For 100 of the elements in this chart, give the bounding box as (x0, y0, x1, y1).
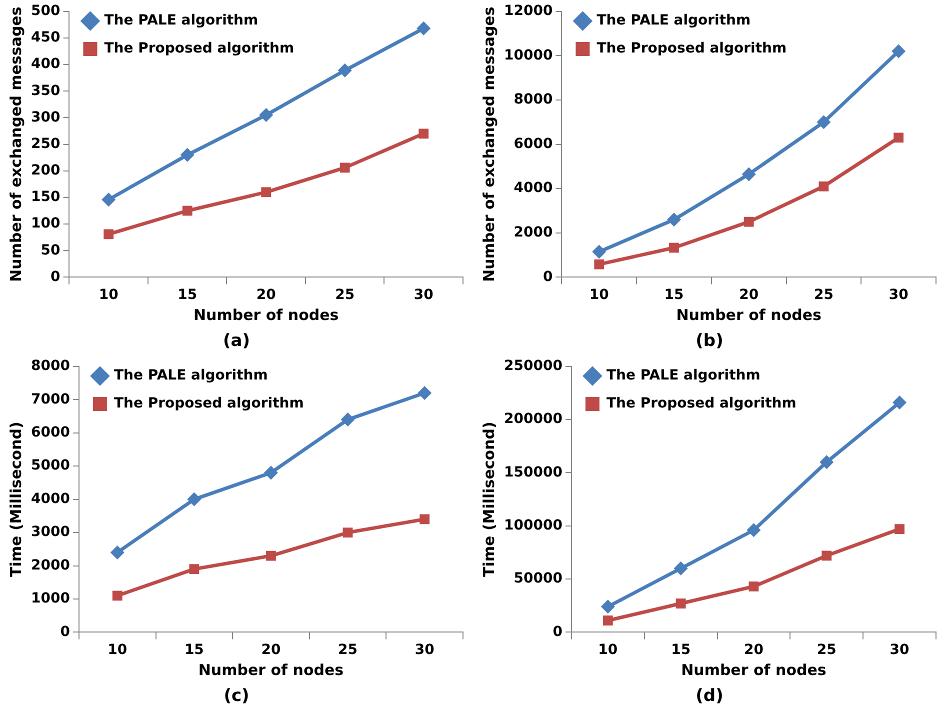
x-tick-label: 10 (108, 642, 128, 658)
point (180, 148, 194, 162)
point (818, 181, 829, 192)
legend-label: The PALE algorithm (114, 368, 268, 384)
x-tick-label: 15 (178, 287, 198, 304)
text: (b) (694, 331, 724, 351)
x-tick-label: 20 (256, 287, 276, 304)
y-tick-label: 0 (60, 624, 70, 640)
y-tick-label: 4000 (514, 180, 553, 196)
point (416, 21, 431, 36)
legend-label: The Proposed algorithm (606, 396, 796, 412)
x-tick-label: 15 (184, 642, 204, 658)
point (602, 616, 613, 626)
x-axis-title: Number of nodes (676, 306, 822, 324)
point (264, 466, 278, 480)
x-tick-label: 20 (744, 642, 764, 658)
y-axis-title: Time (Millisecond) (6, 422, 25, 577)
point (592, 244, 606, 259)
y-tick-label: 100000 (504, 518, 563, 534)
text: (d) (694, 686, 724, 706)
x-tick-label: 10 (98, 287, 119, 304)
y-tick-label: 8000 (514, 92, 553, 108)
point (342, 528, 353, 538)
x-tick-label: 25 (814, 287, 834, 304)
y-tick-label: 100 (30, 216, 60, 232)
point (892, 396, 907, 410)
y-tick-label: 4000 (30, 490, 70, 507)
legend-label: The PALE algorithm (606, 368, 760, 384)
y-tick-label: 6000 (30, 424, 70, 440)
point (669, 242, 679, 253)
point (420, 514, 430, 524)
point (259, 108, 274, 122)
x-tick-label: 30 (890, 642, 910, 658)
y-tick-label: 12000 (504, 3, 553, 20)
point (338, 63, 352, 78)
x-tick-label: 15 (664, 287, 684, 304)
y-tick-label: 250 (30, 136, 60, 152)
y-tick-label: 150 (30, 189, 60, 206)
y-tick-label: 350 (30, 82, 60, 99)
point (816, 115, 831, 130)
x-axis-title: Number of nodes (681, 660, 826, 679)
y-tick-label: 200 (30, 162, 60, 179)
legend-label: The Proposed algorithm (596, 40, 787, 57)
legend-label: The PALE algorithm (596, 12, 751, 29)
y-axis-title: Time (Millisecond) (480, 422, 498, 577)
point (110, 545, 124, 560)
point (666, 212, 681, 227)
x-tick-label: 10 (598, 642, 618, 658)
y-tick-label: 8000 (30, 358, 70, 374)
y-tick-label: 400 (30, 56, 60, 72)
y-tick-label: 0 (552, 624, 563, 640)
point (104, 229, 114, 240)
x-tick-label: 15 (671, 642, 691, 658)
point (748, 582, 759, 592)
point (894, 132, 904, 143)
point (676, 598, 686, 608)
x-tick-label: 20 (261, 642, 281, 658)
x-tick-label: 30 (888, 287, 909, 304)
y-tick-label: 500 (30, 3, 60, 20)
y-tick-label: 5000 (30, 458, 70, 474)
x-tick-label: 10 (589, 287, 610, 304)
y-tick-label: 200000 (504, 411, 563, 428)
y-tick-label: 2000 (30, 557, 70, 574)
x-tick-label: 25 (335, 287, 355, 304)
point (182, 206, 192, 216)
y-axis-title: Number of exchanged messages (480, 6, 498, 282)
text: (c) (222, 686, 250, 706)
point (600, 600, 615, 614)
legend-label: The PALE algorithm (104, 12, 258, 29)
y-tick-label: 0 (50, 268, 60, 285)
x-tick-label: 30 (414, 642, 435, 658)
point (742, 167, 756, 182)
y-tick-label: 6000 (514, 136, 553, 152)
point (418, 386, 432, 400)
y-tick-label: 50 (40, 242, 60, 258)
y-tick-label: 250000 (504, 358, 563, 374)
x-tick-label: 20 (739, 287, 759, 304)
y-tick-label: 300 (30, 109, 60, 126)
point (112, 590, 122, 601)
x-tick-label: 25 (338, 642, 358, 658)
legend-label: The Proposed algorithm (114, 396, 304, 412)
point (744, 216, 754, 227)
point (892, 44, 906, 58)
x-axis-title: Number of nodes (193, 306, 339, 324)
point (187, 492, 202, 506)
y-tick-label: 3000 (30, 524, 70, 540)
x-tick-label: 30 (414, 287, 434, 304)
y-tick-label: 50000 (514, 570, 563, 587)
legend-label: The Proposed algorithm (104, 40, 294, 57)
y-tick-label: 2000 (514, 224, 553, 241)
point (266, 550, 276, 561)
point (189, 564, 200, 574)
y-axis-title: Number of exchanged messages (6, 6, 25, 282)
point (102, 192, 116, 207)
point (820, 455, 834, 470)
y-tick-label: 150000 (504, 464, 563, 480)
point (261, 187, 272, 198)
y-tick-label: 0 (542, 268, 553, 285)
point (674, 561, 688, 576)
y-tick-label: 7000 (30, 391, 70, 408)
